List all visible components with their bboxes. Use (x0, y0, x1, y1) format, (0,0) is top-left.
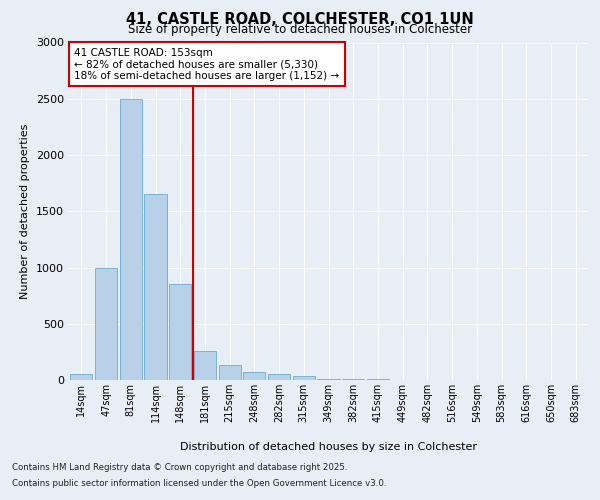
Bar (119, 99, 142, 380)
Bar (194, 352, 216, 380)
Text: Distribution of detached houses by size in Colchester: Distribution of detached houses by size … (181, 442, 478, 452)
Bar (218, 366, 241, 380)
Text: Contains public sector information licensed under the Open Government Licence v3: Contains public sector information licen… (12, 478, 386, 488)
Bar (169, 284, 191, 380)
Text: 41 CASTLE ROAD: 153sqm
← 82% of detached houses are smaller (5,330)
18% of semi-: 41 CASTLE ROAD: 153sqm ← 82% of detached… (74, 48, 340, 81)
Bar (342, 379, 364, 380)
Bar (317, 378, 340, 380)
Bar (145, 194, 167, 380)
Bar (293, 376, 315, 380)
Bar (268, 374, 290, 380)
Bar (95, 268, 117, 380)
Text: Size of property relative to detached houses in Colchester: Size of property relative to detached ho… (128, 24, 472, 36)
Bar (243, 372, 265, 380)
Text: 41, CASTLE ROAD, COLCHESTER, CO1 1UN: 41, CASTLE ROAD, COLCHESTER, CO1 1UN (126, 12, 474, 28)
Bar (70, 374, 92, 380)
Text: Contains HM Land Registry data © Crown copyright and database right 2025.: Contains HM Land Registry data © Crown c… (12, 464, 347, 472)
Y-axis label: Number of detached properties: Number of detached properties (20, 124, 31, 299)
